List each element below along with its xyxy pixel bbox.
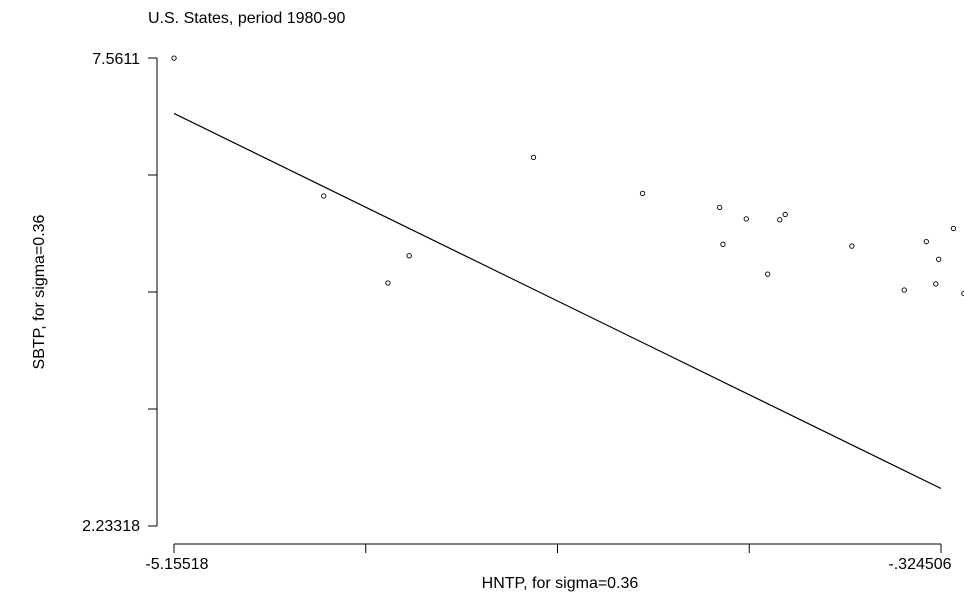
data-point [849,243,855,249]
data-point [385,280,391,286]
fit-line [173,112,942,490]
data-point [171,55,177,61]
y-axis-label: SBTP, for sigma=0.36 [31,214,48,369]
y-tick-label-min: 2.23318 [82,518,140,535]
data-point [716,204,723,211]
data-point [720,241,726,247]
data-point [782,211,788,218]
data-point [639,190,646,197]
x-tick-label-min: -5.15518 [145,556,208,573]
data-point [743,216,749,222]
data-point [923,239,929,245]
y-tick-label-max: 7.5611 [92,51,140,68]
x-axis-ticks [173,544,942,553]
chart-title: U.S. States, period 1980-90 [148,10,346,27]
data-points [171,55,964,297]
x-axis-label: HNTP, for sigma=0.36 [482,575,639,592]
data-point [321,193,327,199]
data-point [406,253,412,259]
data-point [936,256,942,262]
x-tick-label-max: -.324506 [888,556,951,573]
data-point [950,225,957,232]
data-point [777,217,783,223]
data-point [530,154,537,161]
data-point [901,287,907,293]
data-point [933,281,939,287]
data-point [765,271,771,277]
y-axis-ticks [148,57,157,527]
